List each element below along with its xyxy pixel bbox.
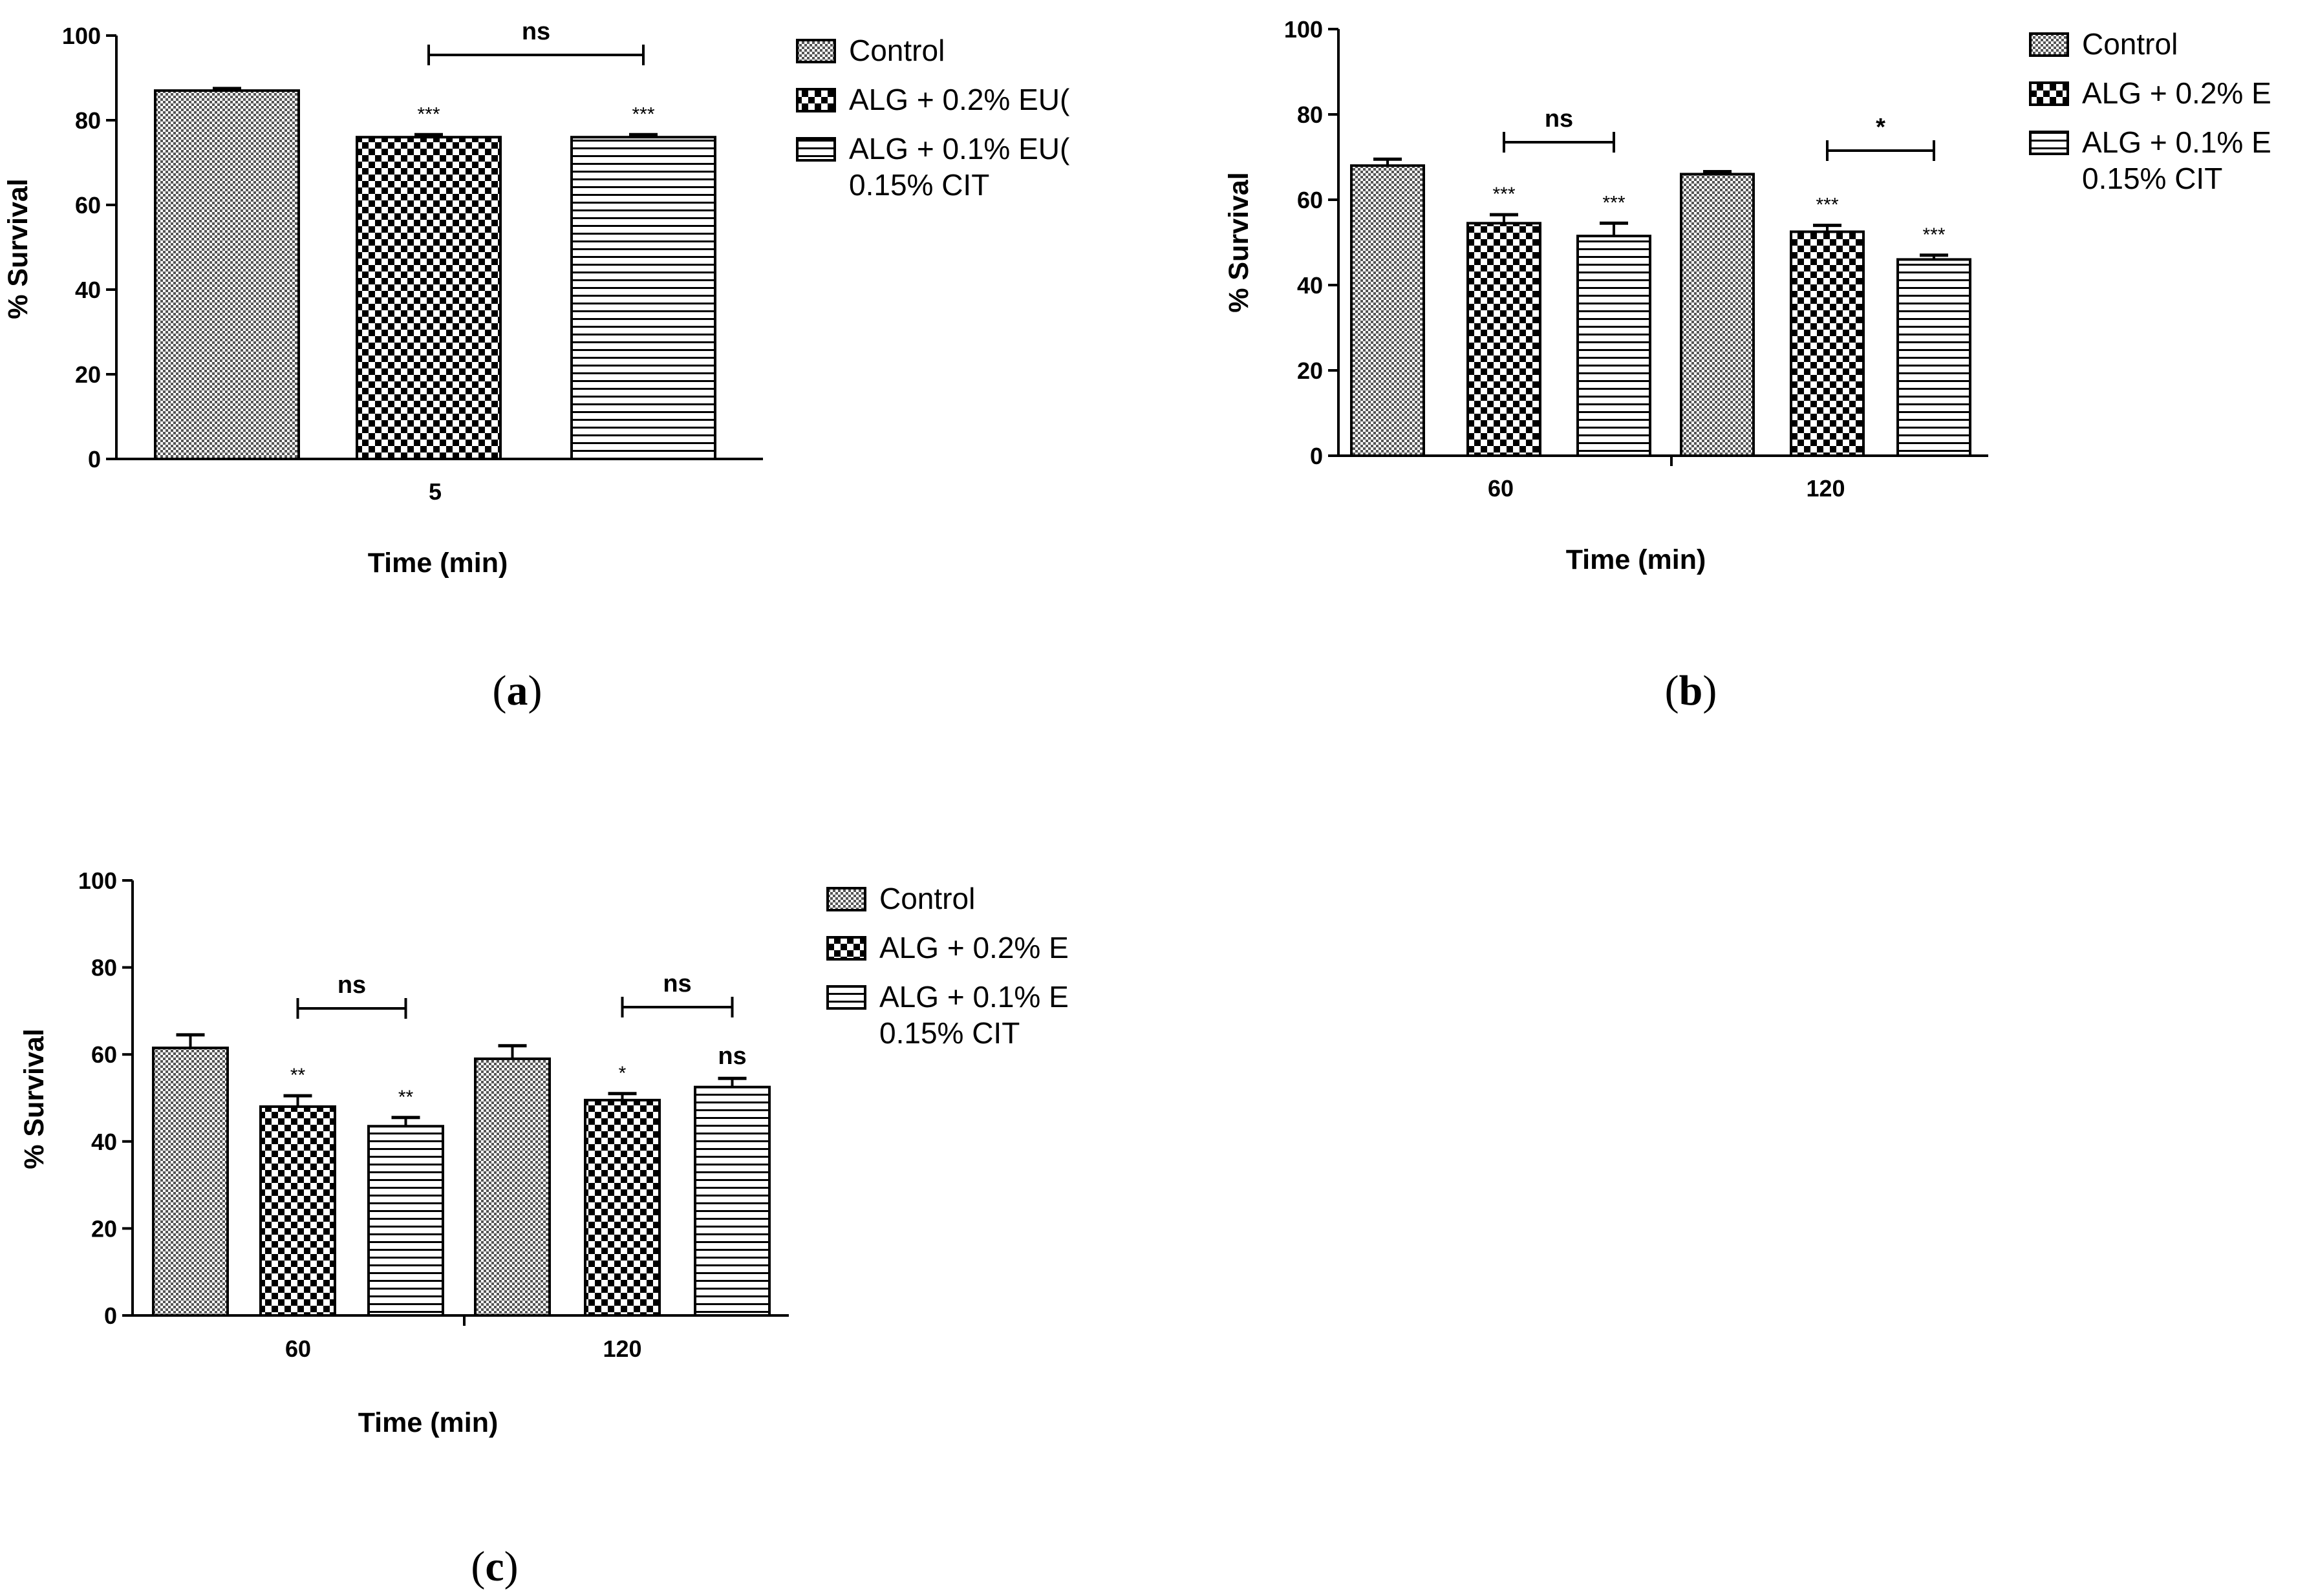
legend-swatch	[826, 936, 866, 961]
panel-c: 0 20 40 60 80 100 % Survival Time (min) 60 ** ** 12…	[19, 867, 1069, 1590]
legend-swatch	[2029, 32, 2069, 57]
significance-label: ns	[718, 1043, 746, 1070]
x-axis-label: Time (min)	[1566, 544, 1706, 575]
y-tick-label: 100	[62, 23, 101, 49]
x-axis-label: Time (min)	[358, 1407, 499, 1438]
panel-caption: (c)	[471, 1543, 518, 1590]
legend-swatch	[796, 88, 836, 112]
y-tick-label: 20	[1297, 357, 1323, 384]
bar	[1790, 230, 1865, 457]
legend-label: ALG + 0.1% EU(	[849, 132, 1070, 165]
bar	[152, 1047, 229, 1317]
legend-swatch	[826, 887, 866, 911]
x-tick-label: 60	[1488, 475, 1514, 502]
caption-paren: )	[504, 1543, 519, 1590]
y-tick-label: 0	[88, 446, 101, 473]
bracket-label: ns	[338, 972, 366, 999]
x-tick-label: 120	[1806, 475, 1845, 502]
x-tick-label: 60	[285, 1335, 311, 1362]
significance-label: ***	[1922, 224, 1945, 246]
y-tick-label: 20	[91, 1215, 117, 1242]
bar	[356, 136, 502, 460]
significance-label: ***	[1602, 192, 1625, 213]
y-axis-label: % Survival	[1223, 172, 1254, 313]
bar	[1350, 164, 1425, 457]
y-tick-label: 60	[75, 192, 101, 218]
legend-label: ALG + 0.2% EU(	[849, 83, 1070, 116]
caption-paren: (	[471, 1543, 485, 1590]
y-tick-label: 80	[75, 107, 101, 134]
legend-label: Control	[849, 34, 945, 67]
bar	[367, 1125, 444, 1317]
caption-letter: b	[1679, 667, 1703, 714]
bracket-label: ns	[663, 970, 691, 997]
bar	[1466, 222, 1541, 457]
bar	[694, 1085, 771, 1317]
bar	[1680, 173, 1755, 457]
legend-label-line2: 0.15% CIT	[2082, 162, 2222, 195]
legend-label: Control	[879, 882, 975, 915]
y-axis-label: % Survival	[19, 1028, 50, 1169]
y-tick-label: 100	[78, 867, 117, 894]
bracket-label: ns	[1545, 105, 1573, 133]
significance-label: *	[619, 1063, 627, 1084]
y-tick-label: 40	[1297, 272, 1323, 299]
y-axis-label: % Survival	[3, 178, 34, 319]
legend-swatch	[796, 39, 836, 63]
caption-paren: )	[528, 667, 542, 714]
y-tick-label: 0	[104, 1303, 117, 1329]
y-tick-label: 40	[91, 1129, 117, 1155]
significance-label: ***	[632, 103, 654, 125]
bar	[474, 1057, 551, 1317]
caption-paren: (	[493, 667, 507, 714]
bar	[154, 89, 300, 460]
legend-label-line2: 0.15% CIT	[849, 168, 989, 202]
x-axis-label: Time (min)	[368, 548, 508, 579]
legend-label: ALG + 0.1% E	[879, 980, 1069, 1014]
legend-label-line2: 0.15% CIT	[879, 1016, 1020, 1050]
significance-label: **	[398, 1087, 414, 1108]
y-tick-label: 60	[1297, 187, 1323, 213]
bracket-label: ns	[522, 18, 550, 45]
caption-paren: )	[1702, 667, 1717, 714]
significance-label: ***	[1816, 195, 1838, 216]
y-tick-label: 0	[1310, 443, 1323, 469]
y-tick-label: 60	[91, 1041, 117, 1068]
bar	[584, 1098, 661, 1317]
bar	[1576, 235, 1651, 457]
caption-letter: c	[485, 1543, 504, 1590]
legend-swatch	[826, 985, 866, 1010]
y-tick-label: 80	[91, 955, 117, 981]
bracket-label: *	[1876, 114, 1885, 141]
panel-caption: (b)	[1665, 667, 1717, 714]
significance-label: ***	[1492, 184, 1515, 205]
y-tick-label: 40	[75, 277, 101, 303]
y-tick-label: 20	[75, 361, 101, 388]
legend-label: ALG + 0.1% E	[2082, 125, 2271, 159]
legend-label: ALG + 0.2% E	[879, 931, 1069, 964]
x-tick-label: 5	[429, 478, 442, 505]
legend-swatch	[2029, 81, 2069, 106]
caption-paren: (	[1665, 667, 1679, 714]
panel-caption: (a)	[493, 667, 542, 714]
bar	[570, 136, 716, 460]
panel-a: 0 20 40 60 80 100 % Survival Time (min) 5 *** *** n…	[3, 18, 1070, 714]
significance-label: ***	[417, 103, 440, 125]
caption-letter: a	[507, 667, 528, 714]
legend-swatch	[796, 137, 836, 162]
x-tick-label: 120	[603, 1335, 641, 1362]
significance-label: **	[290, 1065, 306, 1086]
legend-label: ALG + 0.2% E	[2082, 76, 2271, 110]
bar	[259, 1105, 336, 1317]
legend-label: Control	[2082, 27, 2178, 61]
legend-swatch	[2029, 131, 2069, 155]
bar	[1896, 258, 1971, 457]
y-tick-label: 100	[1284, 16, 1323, 43]
y-tick-label: 80	[1297, 101, 1323, 128]
